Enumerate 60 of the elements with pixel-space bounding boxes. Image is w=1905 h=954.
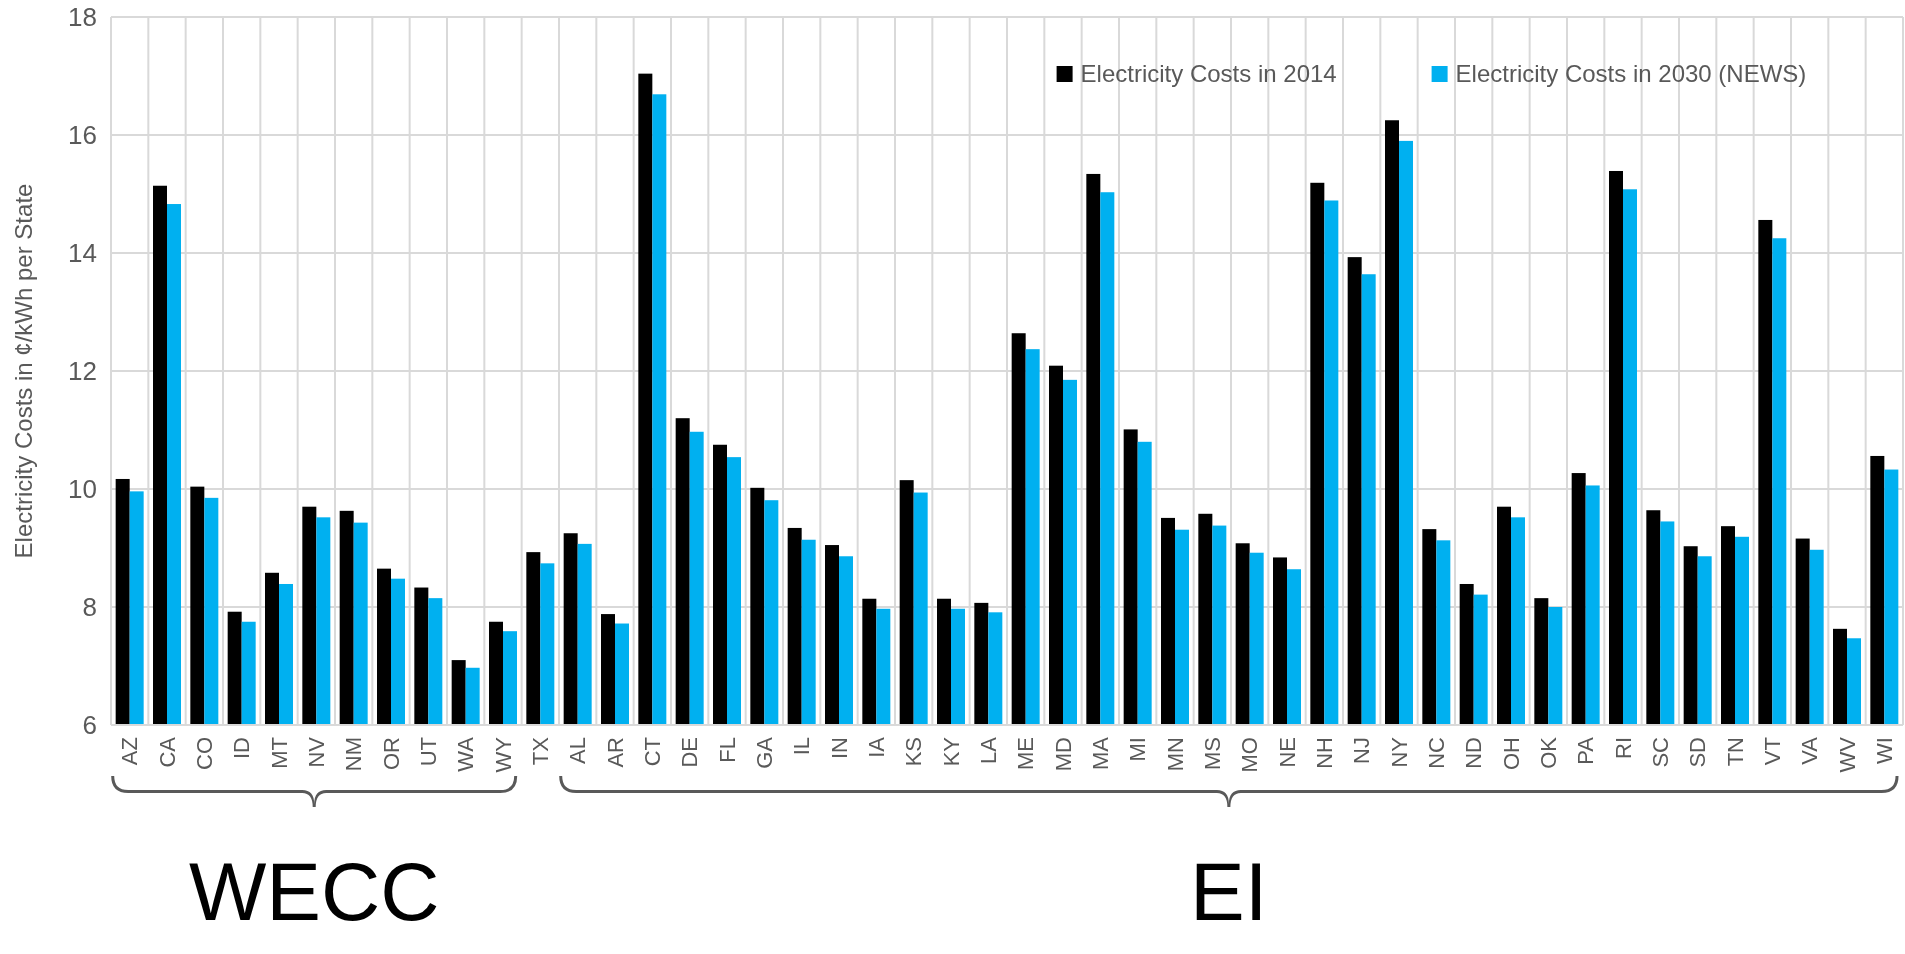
x-tick-label: WV: [1834, 736, 1860, 773]
x-tick-label: WI: [1872, 737, 1898, 764]
x-tick-label: LA: [976, 736, 1002, 764]
x-tick-label: NE: [1274, 737, 1300, 768]
x-tick-label: NC: [1424, 736, 1450, 769]
y-tick-label: 18: [68, 2, 97, 33]
x-tick-label: DE: [677, 737, 703, 768]
x-tick-label: NH: [1312, 737, 1338, 769]
x-tick-label: AL: [565, 737, 591, 764]
x-tick-label: NV: [304, 736, 330, 768]
x-tick-label: MN: [1162, 737, 1188, 772]
x-tick-label: WA: [453, 736, 479, 772]
legend-label: Electricity Costs in 2030 (NEWS): [1455, 60, 1807, 88]
x-tick-label: ID: [229, 737, 255, 759]
x-tick-label: MA: [1088, 736, 1114, 770]
y-tick-label: 6: [82, 710, 97, 741]
x-tick-label: MD: [1050, 737, 1076, 772]
x-tick-label: CO: [192, 737, 218, 770]
y-axis-title: Electricity Costs in ¢/kWh per State: [10, 183, 37, 559]
x-tick-label: GA: [752, 736, 778, 769]
x-tick-label: AR: [602, 737, 628, 768]
x-tick-label: UT: [416, 737, 442, 767]
x-tick-label: SD: [1685, 737, 1711, 768]
x-tick-label: ND: [1461, 737, 1487, 769]
x-tick-label: VA: [1797, 736, 1823, 765]
x-tick-label: MS: [1200, 737, 1226, 770]
x-tick-label: ME: [1013, 737, 1039, 770]
x-tick-label: OK: [1536, 736, 1562, 769]
x-tick-label: IL: [789, 737, 815, 756]
y-tick-label: 16: [68, 120, 97, 151]
x-tick-label: MI: [1125, 737, 1151, 762]
x-tick-label: NJ: [1349, 737, 1375, 764]
y-tick-label: 14: [68, 238, 97, 269]
x-tick-label: NY: [1386, 736, 1412, 768]
x-tick-label: NM: [341, 737, 367, 772]
y-tick-label: 10: [68, 474, 97, 505]
x-tick-label: KY: [938, 736, 964, 767]
x-tick-label: VT: [1760, 737, 1786, 766]
legend-label: Electricity Costs in 2014: [1080, 60, 1337, 88]
text: WECC: [188, 846, 440, 937]
x-tick-label: TN: [1722, 737, 1748, 767]
y-tick-label: 12: [68, 356, 97, 387]
text: EI: [1190, 846, 1268, 937]
x-tick-label: SC: [1648, 736, 1674, 768]
x-tick-label: IA: [864, 736, 890, 758]
x-tick-label: PA: [1573, 736, 1599, 765]
y-tick-label: 8: [82, 592, 97, 623]
x-tick-label: AZ: [117, 737, 143, 766]
x-tick-label: TX: [528, 736, 554, 766]
x-tick-label: MO: [1237, 737, 1263, 773]
x-tick-label: IN: [826, 737, 852, 759]
x-tick-label: CT: [640, 737, 666, 767]
x-tick-label: FL: [714, 737, 740, 763]
x-tick-label: CA: [154, 736, 180, 768]
x-tick-label: OH: [1498, 737, 1524, 770]
x-tick-label: RI: [1610, 737, 1636, 759]
x-tick-label: KS: [901, 737, 927, 767]
x-tick-label: OR: [378, 737, 404, 770]
x-tick-label: WY: [490, 736, 516, 773]
x-tick-label: MT: [266, 737, 292, 769]
